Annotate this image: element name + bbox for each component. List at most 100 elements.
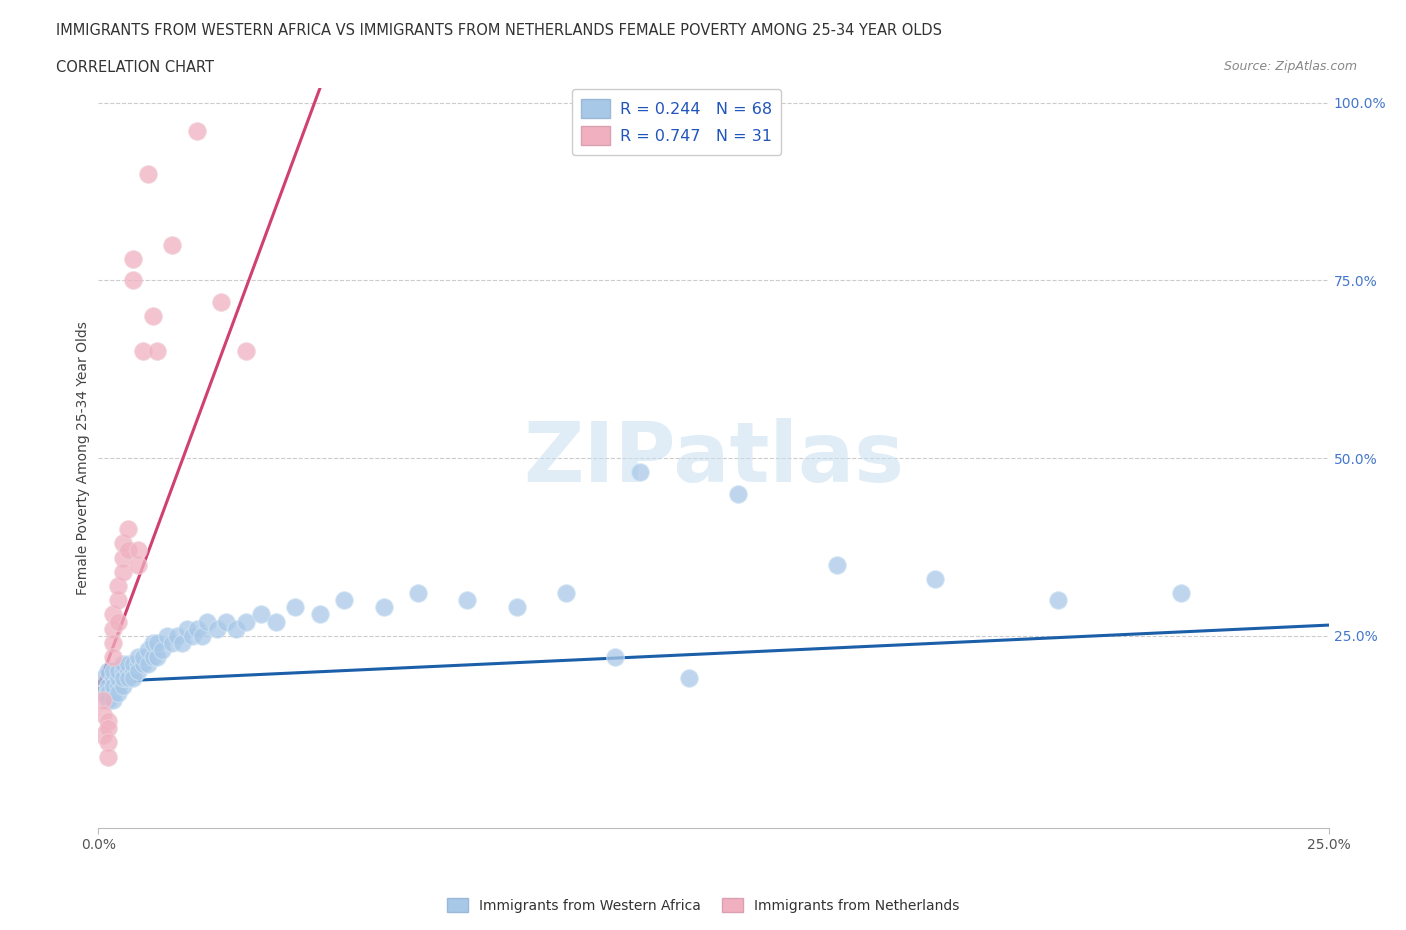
Point xyxy=(132,650,155,665)
Point xyxy=(97,713,120,728)
Legend: R = 0.244   N = 68, R = 0.747   N = 31: R = 0.244 N = 68, R = 0.747 N = 31 xyxy=(572,89,782,155)
Point xyxy=(181,629,204,644)
Point xyxy=(97,721,120,736)
Point xyxy=(136,166,159,181)
Point xyxy=(142,650,165,665)
Point xyxy=(456,592,478,607)
Point xyxy=(727,486,749,501)
Point xyxy=(122,657,145,671)
Point xyxy=(235,344,257,359)
Point xyxy=(103,692,125,707)
Point xyxy=(142,309,165,324)
Point xyxy=(186,124,208,139)
Point xyxy=(103,678,125,693)
Point xyxy=(309,607,332,622)
Point xyxy=(107,578,129,593)
Point xyxy=(122,251,145,266)
Point xyxy=(924,571,946,586)
Point xyxy=(132,657,155,671)
Point xyxy=(97,692,120,707)
Point xyxy=(195,614,218,629)
Point xyxy=(127,543,149,558)
Legend: Immigrants from Western Africa, Immigrants from Netherlands: Immigrants from Western Africa, Immigran… xyxy=(441,893,965,919)
Point xyxy=(1046,592,1070,607)
Point xyxy=(93,707,115,722)
Point xyxy=(122,671,145,685)
Text: Source: ZipAtlas.com: Source: ZipAtlas.com xyxy=(1223,60,1357,73)
Point xyxy=(264,614,287,629)
Point xyxy=(103,607,125,622)
Point xyxy=(142,635,165,650)
Point xyxy=(93,671,115,685)
Point xyxy=(97,685,120,700)
Point xyxy=(162,635,183,650)
Point xyxy=(152,643,174,658)
Text: CORRELATION CHART: CORRELATION CHART xyxy=(56,60,214,75)
Point xyxy=(825,557,848,572)
Point xyxy=(97,750,120,764)
Point xyxy=(112,551,135,565)
Point xyxy=(112,678,135,693)
Point xyxy=(122,272,145,287)
Point xyxy=(235,614,257,629)
Point xyxy=(112,657,135,671)
Point xyxy=(127,557,149,572)
Point xyxy=(127,657,149,671)
Point xyxy=(117,664,139,679)
Point xyxy=(205,621,228,636)
Point xyxy=(127,650,149,665)
Point xyxy=(97,678,120,693)
Point xyxy=(107,614,129,629)
Point xyxy=(97,735,120,750)
Point xyxy=(112,671,135,685)
Point xyxy=(107,671,129,685)
Text: IMMIGRANTS FROM WESTERN AFRICA VS IMMIGRANTS FROM NETHERLANDS FEMALE POVERTY AMO: IMMIGRANTS FROM WESTERN AFRICA VS IMMIGR… xyxy=(56,23,942,38)
Point xyxy=(103,664,125,679)
Point xyxy=(628,465,651,480)
Point xyxy=(172,635,194,650)
Point xyxy=(103,671,125,685)
Point xyxy=(93,692,115,707)
Point xyxy=(117,543,139,558)
Point xyxy=(117,657,139,671)
Point xyxy=(107,678,129,693)
Point xyxy=(555,586,578,601)
Point xyxy=(225,621,247,636)
Point xyxy=(93,728,115,743)
Point xyxy=(103,635,125,650)
Point xyxy=(107,592,129,607)
Point xyxy=(250,607,273,622)
Point xyxy=(215,614,238,629)
Point xyxy=(186,621,208,636)
Point xyxy=(605,650,627,665)
Point xyxy=(191,629,214,644)
Point xyxy=(132,344,155,359)
Point xyxy=(162,237,183,252)
Point xyxy=(136,657,159,671)
Point xyxy=(678,671,700,685)
Point xyxy=(373,600,395,615)
Point xyxy=(333,592,356,607)
Point xyxy=(408,586,430,601)
Point xyxy=(103,685,125,700)
Point xyxy=(107,664,129,679)
Point xyxy=(103,621,125,636)
Point xyxy=(117,671,139,685)
Point xyxy=(103,650,125,665)
Point xyxy=(166,629,188,644)
Point xyxy=(107,685,129,700)
Point xyxy=(176,621,198,636)
Point xyxy=(211,294,233,309)
Point xyxy=(156,629,179,644)
Point xyxy=(117,522,139,537)
Point xyxy=(112,664,135,679)
Point xyxy=(122,664,145,679)
Y-axis label: Female Poverty Among 25-34 Year Olds: Female Poverty Among 25-34 Year Olds xyxy=(76,321,90,595)
Point xyxy=(127,664,149,679)
Point xyxy=(97,664,120,679)
Point xyxy=(146,344,169,359)
Point xyxy=(146,650,169,665)
Text: ZIPatlas: ZIPatlas xyxy=(523,418,904,498)
Point xyxy=(136,643,159,658)
Point xyxy=(93,685,115,700)
